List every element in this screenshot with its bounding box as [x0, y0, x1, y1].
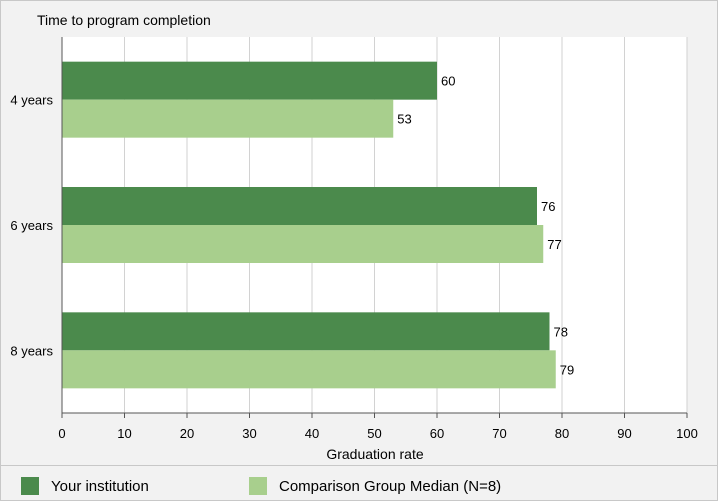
x-tick-label-40: 40: [305, 426, 319, 441]
x-tick-label-0: 0: [58, 426, 65, 441]
data-label-6-years-series-0: 76: [541, 199, 555, 214]
x-tick-label-30: 30: [242, 426, 256, 441]
bar-6-years-series-0: [62, 187, 537, 225]
bar-6-years-series-1: [62, 225, 544, 263]
data-label-6-years-series-1: 77: [547, 237, 561, 252]
x-tick-label-10: 10: [117, 426, 131, 441]
legend-label-comparison-group: Comparison Group Median (N=8): [279, 478, 502, 495]
bar-4-years-series-1: [62, 99, 394, 138]
bar-4-years-series-0: [62, 61, 437, 100]
chart-svg: Time to program completion Graduation ra…: [10, 12, 698, 462]
bar-8-years-series-1: [62, 350, 556, 389]
data-label-4-years-series-1: 53: [397, 112, 411, 127]
x-tick-label-100: 100: [676, 426, 698, 441]
x-tick-label-60: 60: [430, 426, 444, 441]
x-tick-label-20: 20: [180, 426, 194, 441]
x-tick-label-80: 80: [555, 426, 569, 441]
chart-title: Time to program completion: [37, 12, 211, 28]
data-label-8-years-series-1: 79: [560, 362, 574, 377]
data-label-4-years-series-0: 60: [441, 74, 455, 89]
legend-swatch-comparison-group: [249, 477, 267, 495]
data-label-8-years-series-0: 78: [554, 324, 568, 339]
legend-label-your-institution: Your institution: [51, 478, 149, 495]
legend-swatch-your-institution: [21, 477, 39, 495]
category-label-8-years: 8 years: [10, 343, 53, 358]
category-label-6-years: 6 years: [10, 218, 53, 233]
x-axis-title: Graduation rate: [326, 446, 423, 462]
x-tick-label-70: 70: [492, 426, 506, 441]
x-tick-label-50: 50: [367, 426, 381, 441]
category-label-4-years: 4 years: [10, 93, 53, 108]
x-tick-label-90: 90: [617, 426, 631, 441]
bar-8-years-series-0: [62, 312, 550, 351]
legend: Your institution Comparison Group Median…: [1, 465, 717, 501]
